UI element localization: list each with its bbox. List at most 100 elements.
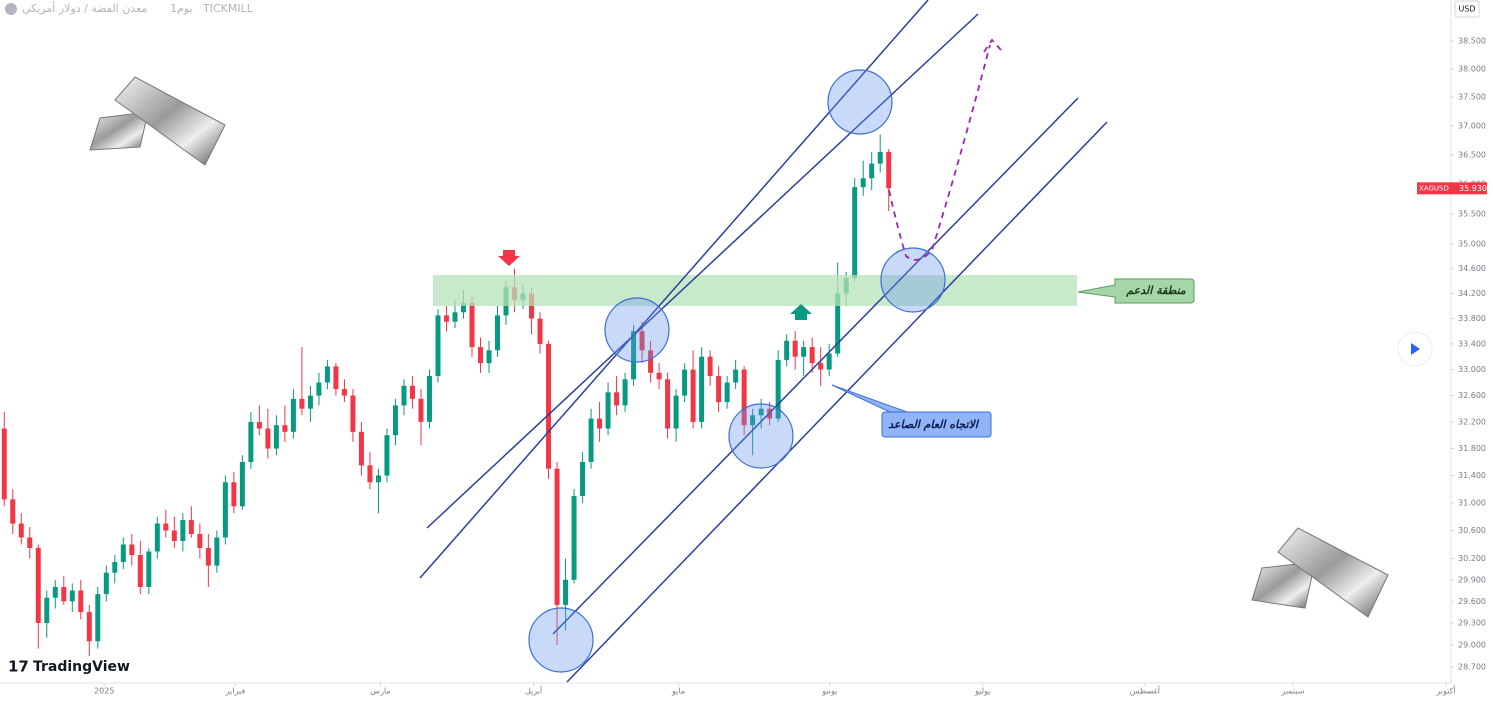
x-tick-label: مارس: [370, 687, 390, 696]
candle-body: [188, 520, 194, 534]
candle-body: [316, 382, 322, 396]
candle-body: [350, 395, 356, 432]
support-zone: [433, 275, 1077, 306]
brand-label: TradingView: [33, 659, 130, 675]
candle-body: [129, 544, 135, 556]
candle-body: [716, 376, 722, 403]
y-tick-label: 38.000: [1458, 64, 1486, 73]
y-tick-label: 28.700: [1458, 663, 1486, 672]
candle-body: [460, 302, 466, 313]
candle-body: [869, 163, 875, 179]
candle-body: [733, 369, 739, 383]
candle-body: [78, 590, 84, 613]
trend-lines: [419, 0, 1108, 683]
candle-body: [10, 499, 16, 524]
candle-body: [690, 369, 696, 422]
candle-body: [171, 530, 177, 541]
highlight-circles: [528, 69, 946, 673]
candle-body: [495, 315, 501, 351]
candle-body: [273, 425, 279, 449]
trend-callout: [831, 384, 992, 438]
y-tick-label: 33.400: [1458, 339, 1486, 348]
candle-body: [239, 461, 245, 507]
candle-body: [1, 428, 7, 500]
candle-body: [256, 421, 262, 429]
price-label-symbol: XAGUSD: [1419, 184, 1449, 192]
y-tick-label: 34.200: [1458, 289, 1486, 298]
x-tick-label: أبريل: [525, 686, 542, 696]
candle-body: [758, 408, 764, 416]
header-symbol[interactable]: معدن الفضة / دولار أمريكي: [22, 1, 147, 15]
candle-body: [180, 520, 186, 541]
y-tick-label: 30.200: [1458, 554, 1486, 563]
candle-body: [597, 418, 603, 429]
candle-body: [835, 293, 841, 354]
trend-line: [552, 97, 1079, 635]
y-tick-label: 29.900: [1458, 575, 1486, 584]
y-tick-label: 36.500: [1458, 150, 1486, 159]
candle-body: [35, 547, 41, 624]
y-tick-label: 35.000: [1458, 240, 1486, 249]
candle-body: [426, 376, 432, 422]
candle-body: [358, 431, 364, 466]
candle-body: [605, 392, 611, 429]
symbol-icon: [5, 3, 17, 15]
candle-body: [639, 331, 645, 351]
candle-body: [401, 385, 407, 406]
candle-body: [299, 398, 305, 409]
candle-body: [529, 293, 535, 319]
silver-bars-icon: [1251, 527, 1389, 618]
header-broker: TICKMILL: [202, 2, 254, 15]
candle-body: [367, 465, 373, 483]
x-tick-label: أكتوبر: [1435, 686, 1455, 696]
currency-label[interactable]: USD: [1458, 5, 1475, 14]
candle-body: [818, 363, 824, 370]
candle-body: [384, 435, 390, 476]
circle: [827, 69, 893, 135]
y-tick-label: 38.500: [1458, 37, 1486, 46]
y-tick-label: 30.600: [1458, 526, 1486, 535]
y-tick-label: 31.000: [1458, 498, 1486, 507]
candle-body: [205, 547, 211, 566]
candle-body: [392, 405, 398, 436]
candle-body: [775, 359, 781, 419]
y-tick-label: 35.500: [1458, 209, 1486, 218]
silver-bars-icon: [89, 76, 226, 166]
candle-body: [546, 343, 552, 469]
trend-line: [566, 121, 1108, 683]
currency-button[interactable]: [1454, 0, 1480, 18]
y-tick-label: 29.600: [1458, 597, 1486, 606]
candle-body: [860, 178, 866, 188]
play-icon[interactable]: [1411, 343, 1420, 355]
candle-body: [699, 356, 705, 422]
candle-body: [52, 586, 58, 598]
trend-line: [426, 13, 979, 529]
candle-body: [665, 379, 671, 429]
x-tick-label: سبتمبر: [1280, 687, 1304, 696]
candle-body: [137, 555, 143, 587]
circle: [880, 247, 946, 313]
candle-body: [571, 495, 577, 580]
candle-body: [826, 353, 832, 370]
candle-body: [648, 350, 654, 373]
support-label: منطقة الدعم: [1125, 284, 1186, 297]
header-interval[interactable]: 1يوم: [170, 2, 193, 15]
candle-body: [792, 340, 798, 357]
candle-body: [588, 418, 594, 462]
circle: [728, 403, 794, 469]
candle-body: [103, 572, 109, 595]
candle-body: [563, 579, 569, 605]
candle-body: [750, 415, 756, 426]
candle-body: [418, 398, 424, 422]
candle-body: [69, 590, 75, 602]
candle-body: [222, 482, 228, 538]
candle-body: [435, 315, 441, 377]
projection-path: [888, 38, 1002, 261]
y-tick-label: 34.600: [1458, 264, 1486, 273]
candle-body: [197, 533, 203, 548]
candle-body: [18, 523, 24, 538]
y-tick-label: 37.000: [1458, 121, 1486, 130]
candle-body: [248, 421, 254, 462]
candle-body: [877, 151, 883, 164]
